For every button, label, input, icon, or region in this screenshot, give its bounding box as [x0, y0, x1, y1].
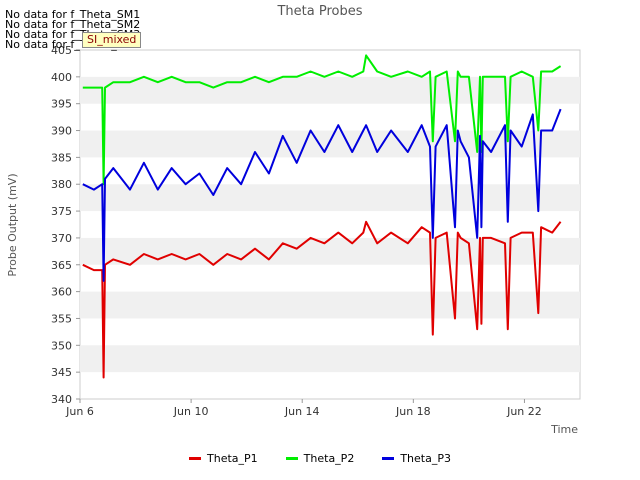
- y-tick-label: 390: [51, 125, 72, 138]
- y-tick-label: 385: [51, 151, 72, 164]
- y-tick-label: 365: [51, 259, 72, 272]
- legend-item: Theta_P3: [382, 452, 451, 465]
- legend-item: Theta_P2: [285, 452, 355, 465]
- status-badge: SI_mixed: [82, 32, 142, 48]
- x-tick-label: Jun 10: [173, 405, 209, 418]
- y-axis-ticks: 340 345 350 355 360 365 370 375 380 385 390 395 400 4…: [51, 44, 80, 406]
- no-data-message: No data for f_Theta_SM2: [5, 18, 141, 31]
- series-line-Theta_P1: [82, 220, 562, 379]
- legend-swatch: [189, 457, 202, 460]
- y-tick-label: 345: [51, 366, 72, 379]
- series-line-Theta_P2: [82, 54, 562, 186]
- no-data-message: No data for f_Theta_SM1: [5, 8, 141, 21]
- x-tick-label: Jun 18: [395, 405, 431, 418]
- y-axis-label: Probe Output (mV): [6, 173, 19, 276]
- grid-band: [80, 237, 580, 265]
- y-tick-label: 340: [51, 393, 72, 406]
- plot-background: [79, 49, 581, 400]
- y-tick-label: 360: [51, 286, 72, 299]
- legend-label: Theta_P2: [303, 452, 355, 465]
- grid-band: [80, 291, 580, 319]
- legend-label: Theta_P1: [207, 452, 258, 465]
- x-axis-label: Time: [550, 423, 578, 436]
- series-lines: [82, 54, 562, 379]
- y-tick-label: 355: [51, 312, 72, 325]
- y-tick-label: 405: [51, 44, 72, 57]
- legend-label: Theta_P3: [400, 452, 451, 465]
- grid-bands: [80, 76, 580, 373]
- chart-title: Theta Probes: [276, 4, 362, 19]
- grid-band: [80, 130, 580, 158]
- y-tick-label: 400: [51, 71, 72, 84]
- x-axis-ticks: Jun 6 Jun 10 Jun 14 Jun 18 Jun 22: [65, 399, 542, 418]
- x-tick-label: Jun 22: [506, 405, 542, 418]
- y-tick-label: 380: [51, 178, 72, 191]
- x-tick-label: Jun 6: [65, 405, 94, 418]
- legend-swatch: [382, 457, 395, 460]
- legend-item: Theta_P1: [189, 452, 258, 465]
- series-line-Theta_P3: [82, 108, 562, 282]
- x-tick-label: Jun 14: [284, 405, 320, 418]
- y-tick-label: 370: [51, 232, 72, 245]
- grid-band: [80, 345, 580, 373]
- y-tick-label: 375: [51, 205, 72, 218]
- y-tick-label: 395: [51, 98, 72, 111]
- legend-swatch: [285, 457, 298, 460]
- grid-band: [80, 76, 580, 104]
- legend: Theta_P1 Theta_P2 Theta_P3: [0, 452, 640, 465]
- grid-band: [80, 184, 580, 212]
- y-tick-label: 350: [51, 339, 72, 352]
